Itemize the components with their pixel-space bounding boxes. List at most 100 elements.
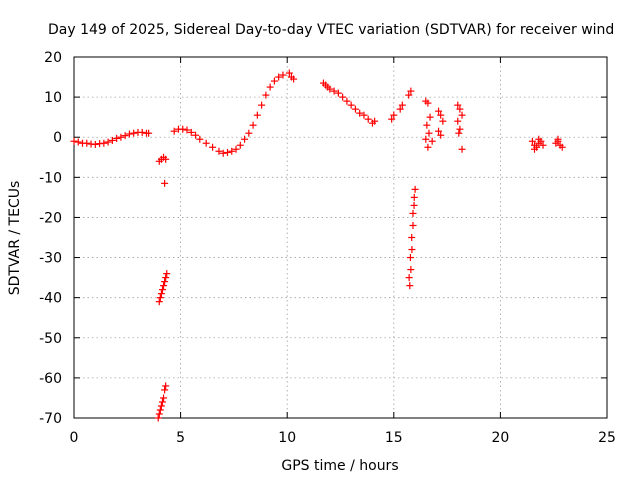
data-point xyxy=(454,117,462,125)
data-point xyxy=(554,135,562,143)
data-points xyxy=(70,69,566,422)
data-point xyxy=(456,125,464,133)
data-point xyxy=(209,143,217,151)
data-point xyxy=(410,201,418,209)
data-point xyxy=(343,97,351,105)
data-point xyxy=(117,133,125,141)
data-point xyxy=(275,73,283,81)
data-point xyxy=(158,398,166,406)
y-axis-label: SDTVAR / TECUs xyxy=(7,181,23,296)
data-point xyxy=(456,105,464,113)
data-point xyxy=(406,282,414,290)
data-point xyxy=(437,131,445,139)
data-point xyxy=(125,130,133,138)
data-point xyxy=(422,135,430,143)
data-point xyxy=(351,105,359,113)
data-point xyxy=(290,75,298,83)
data-point xyxy=(245,129,253,137)
x-tick-label: 5 xyxy=(176,430,185,446)
x-tick-label: 25 xyxy=(598,430,616,446)
data-point xyxy=(74,138,82,146)
data-point xyxy=(161,386,169,394)
data-point xyxy=(156,406,164,414)
data-point xyxy=(531,145,539,153)
data-point xyxy=(270,77,278,85)
data-point xyxy=(179,125,187,133)
axis-ticks: 0 5 10 15 20 25 20 10 0 -10 -20 -30 -40 -50 -60 -70 xyxy=(39,50,616,446)
data-point xyxy=(528,137,536,145)
data-point xyxy=(161,179,169,187)
data-point xyxy=(285,69,293,77)
y-tick-label: 20 xyxy=(44,50,62,66)
data-point xyxy=(155,298,163,306)
data-point xyxy=(334,89,342,97)
data-point xyxy=(539,141,547,149)
data-point xyxy=(266,83,274,91)
y-tick-label: -20 xyxy=(39,210,62,226)
data-point xyxy=(339,93,347,101)
data-point xyxy=(157,290,165,298)
data-point xyxy=(371,117,379,125)
data-point xyxy=(155,410,163,418)
data-point xyxy=(428,137,436,145)
y-tick-label: 10 xyxy=(44,90,62,106)
data-point xyxy=(219,149,227,157)
data-point xyxy=(408,234,416,241)
y-tick-label: -50 xyxy=(39,331,62,347)
data-point xyxy=(104,138,112,146)
y-tick-label: -70 xyxy=(39,411,62,427)
data-point xyxy=(236,141,244,149)
plot-frame xyxy=(73,56,608,419)
data-point xyxy=(258,101,266,109)
x-tick-label: 15 xyxy=(385,430,403,446)
data-point xyxy=(408,246,416,254)
data-point xyxy=(253,111,261,119)
data-point xyxy=(187,128,195,136)
data-point xyxy=(409,209,417,217)
data-point xyxy=(183,126,191,134)
data-point xyxy=(406,254,414,262)
data-point xyxy=(330,87,338,95)
data-point xyxy=(390,111,398,119)
data-point xyxy=(347,101,355,109)
data-point xyxy=(407,266,415,274)
x-tick-label: 0 xyxy=(70,430,79,446)
y-tick-label: -30 xyxy=(39,251,62,267)
data-point xyxy=(138,128,146,136)
data-point xyxy=(249,121,257,129)
data-point xyxy=(224,148,232,156)
data-point xyxy=(100,139,108,147)
data-point xyxy=(454,101,462,109)
data-point xyxy=(396,105,404,113)
data-point xyxy=(558,143,566,151)
data-point xyxy=(435,127,443,135)
y-tick-label: -10 xyxy=(39,170,62,186)
data-point xyxy=(279,71,287,79)
data-point xyxy=(356,109,364,117)
data-point xyxy=(91,140,99,148)
data-point xyxy=(192,131,200,139)
data-point xyxy=(145,129,153,137)
data-point xyxy=(407,87,415,95)
data-point xyxy=(162,155,170,163)
data-point xyxy=(130,129,138,137)
data-point xyxy=(170,127,178,135)
data-point xyxy=(410,193,418,201)
data-point xyxy=(156,294,164,302)
data-point xyxy=(202,139,210,147)
data-point xyxy=(162,382,170,390)
data-point xyxy=(241,135,249,143)
data-point xyxy=(360,111,368,119)
y-tick-label: 0 xyxy=(53,130,62,146)
x-tick-label: 20 xyxy=(491,430,509,446)
data-point xyxy=(262,91,270,99)
data-point xyxy=(458,111,466,119)
grid-lines xyxy=(74,57,607,418)
data-point xyxy=(425,129,433,137)
data-point xyxy=(232,145,240,153)
data-point xyxy=(160,394,168,402)
data-point xyxy=(157,402,165,410)
x-tick-label: 10 xyxy=(278,430,296,446)
data-point xyxy=(426,113,434,121)
